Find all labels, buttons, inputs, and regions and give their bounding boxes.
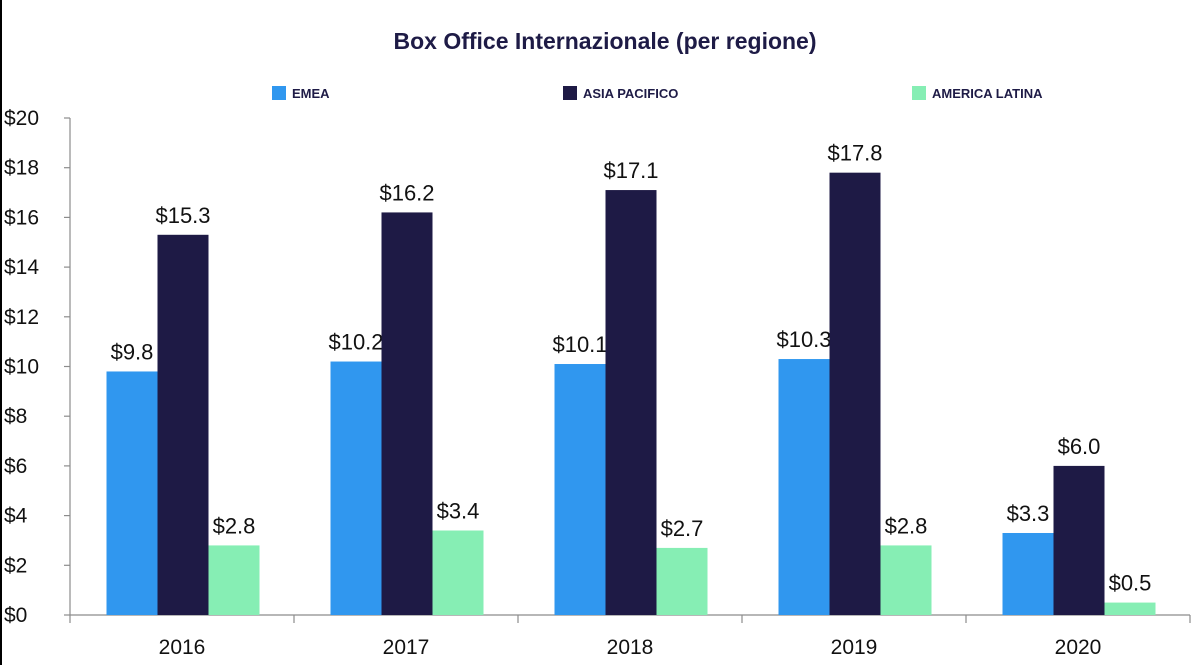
x-tick-label: 2019 xyxy=(831,636,878,659)
bar-asia-pacifico-2019 xyxy=(829,172,881,616)
legend-swatch xyxy=(912,86,926,100)
bar-america-latina-2020 xyxy=(1104,602,1156,615)
data-label: $15.3 xyxy=(155,203,210,228)
bar-asia-pacifico-2017 xyxy=(381,212,433,615)
y-tick-label: $10 xyxy=(4,356,39,379)
data-label: $10.1 xyxy=(552,332,607,357)
x-tick-label: 2020 xyxy=(1055,636,1102,659)
bar-america-latina-2017 xyxy=(432,530,484,615)
legend-label: EMEA xyxy=(292,86,330,101)
bar-emea-2018 xyxy=(554,364,606,615)
data-label: $3.3 xyxy=(1007,501,1050,526)
bar-emea-2019 xyxy=(778,359,830,615)
x-tick-label: 2017 xyxy=(383,636,430,659)
legend-swatch xyxy=(563,86,577,100)
data-label: $16.2 xyxy=(379,180,434,205)
bar-emea-2017 xyxy=(330,361,382,615)
data-label: $10.3 xyxy=(776,327,831,352)
bar-asia-pacifico-2018 xyxy=(605,190,657,615)
data-label: $3.4 xyxy=(437,499,480,524)
data-label: $2.7 xyxy=(661,516,704,541)
chart-title: Box Office Internazionale (per regione) xyxy=(393,28,817,54)
bar-america-latina-2019 xyxy=(880,545,932,615)
bar-america-latina-2018 xyxy=(656,547,708,615)
y-tick-label: $4 xyxy=(4,505,28,528)
data-label: $9.8 xyxy=(111,339,154,364)
data-label: $2.8 xyxy=(213,513,256,538)
y-tick-label: $20 xyxy=(4,107,39,130)
legend-swatch xyxy=(272,86,286,100)
bar-emea-2016 xyxy=(106,371,158,615)
data-label: $17.1 xyxy=(603,158,658,183)
y-tick-label: $2 xyxy=(4,554,27,577)
data-label: $17.8 xyxy=(827,141,882,166)
y-tick-label: $16 xyxy=(4,206,39,229)
y-tick-label: $18 xyxy=(4,157,39,180)
y-tick-label: $12 xyxy=(4,306,39,329)
data-label: $10.2 xyxy=(328,330,383,355)
legend-label: AMERICA LATINA xyxy=(932,86,1043,101)
legend-label: ASIA PACIFICO xyxy=(583,86,678,101)
bar-america-latina-2016 xyxy=(208,545,260,615)
bar-emea-2020 xyxy=(1002,532,1054,615)
x-tick-label: 2016 xyxy=(159,636,206,659)
data-label: $2.8 xyxy=(885,513,928,538)
bar-asia-pacifico-2020 xyxy=(1053,465,1105,615)
y-tick-label: $14 xyxy=(4,256,39,279)
bar-asia-pacifico-2016 xyxy=(157,234,209,616)
data-label: $6.0 xyxy=(1058,434,1101,459)
y-tick-label: $6 xyxy=(4,455,27,478)
y-tick-label: $8 xyxy=(4,405,27,428)
data-label: $0.5 xyxy=(1109,571,1152,596)
x-tick-label: 2018 xyxy=(607,636,654,659)
y-tick-label: $0 xyxy=(4,604,27,627)
